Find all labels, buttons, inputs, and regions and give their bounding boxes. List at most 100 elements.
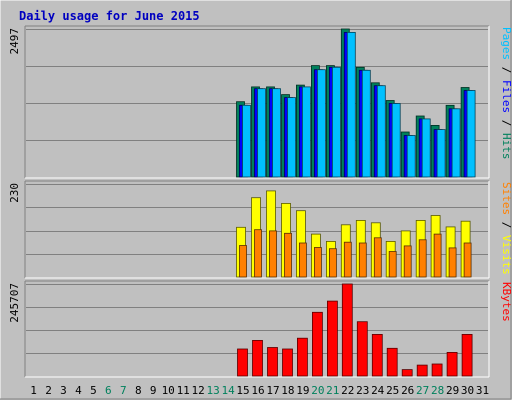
x-tick-label-day-5: 5 [90,384,97,397]
bar-visits-sites-day-19 [298,242,307,278]
bar-hits-pages-day-25 [391,103,401,178]
bar-kbytes-kbytes-day-22 [341,283,353,377]
x-tick-label-day-14: 14 [221,384,235,397]
bar-visits-sites-day-26 [403,245,412,278]
x-tick-label-day-21: 21 [326,384,339,397]
bar-hits-pages-day-19 [301,86,311,178]
panel-hits-legend: Pages / Files / Hits [500,27,512,160]
panel-visits-legend: Sites / Visits [500,182,512,275]
bar-kbytes-kbytes-day-29 [446,351,458,377]
legend-hits-part-0: Pages [500,27,512,60]
x-tick-label-day-22: 22 [341,384,354,397]
bar-hits-pages-day-18 [287,97,296,178]
bar-hits-pages-day-22 [346,32,356,178]
x-tick-label-day-2: 2 [45,384,52,397]
bar-visits-sites-day-24 [373,237,382,278]
x-tick-label-day-15: 15 [236,384,249,397]
x-tick-label-day-30: 30 [461,384,474,397]
x-tick-label-day-24: 24 [371,384,385,397]
bar-kbytes-kbytes-day-15 [237,348,248,377]
bar-kbytes-kbytes-day-16 [252,339,263,377]
x-tick-label-day-16: 16 [251,384,264,397]
bar-hits-pages-day-17 [272,88,281,178]
bar-hits-pages-day-20 [316,69,326,178]
legend-hits-part-1: / [500,60,512,80]
x-tick-label-day-4: 4 [75,384,82,397]
legend-hits-part-2: Files [500,80,512,113]
x-tick-label-day-1: 1 [30,384,37,397]
bar-kbytes-kbytes-day-20 [311,311,323,377]
bar-visits-sites-day-23 [358,242,367,278]
bar-visits-sites-day-20 [313,247,322,278]
bar-hits-pages-day-21 [331,66,341,178]
bar-visits-sites-day-30 [463,242,472,278]
panel-visits: 230 Sites / Visits [8,180,512,279]
x-tick-label-day-31: 31 [476,384,489,397]
bar-kbytes-kbytes-day-21 [326,300,338,377]
chart-panels: 2497 Pages / Files / Hits 230 Sites / Visit… [8,25,512,378]
bar-hits-pages-day-15 [242,104,251,178]
x-tick-label-day-17: 17 [266,384,279,397]
x-tick-label-day-25: 25 [386,384,399,397]
x-axis-tick-labels: 1 2 3 4 5 6 7 8 9 10 11 12 13 14 15 16 17 18 19 20 21 22 23 24 2… [30,384,489,397]
bar-visits-sites-day-28 [433,233,442,278]
legend-visits-part-0: Sites [500,182,512,215]
x-tick-label-day-19: 19 [296,384,309,397]
bar-hits-pages-day-29 [451,108,461,178]
x-tick-label-day-26: 26 [401,384,414,397]
bar-kbytes-kbytes-day-30 [461,333,473,377]
x-tick-label-day-6: 6 [105,384,112,397]
bar-hits-pages-day-23 [361,69,371,178]
x-tick-label-day-28: 28 [431,384,444,397]
bar-visits-sites-day-21 [328,248,337,278]
legend-visits-part-2: Visits [500,235,512,275]
bar-visits-sites-day-27 [418,239,427,278]
x-tick-label-day-23: 23 [356,384,369,397]
bar-hits-pages-day-26 [406,135,416,178]
x-tick-label-day-8: 8 [135,384,142,397]
chart-title: Daily usage for June 2015 [19,9,200,23]
bar-visits-sites-day-29 [448,247,457,278]
panel-kbytes-legend: KBytes [500,282,512,322]
bar-kbytes-kbytes-day-26 [401,369,413,377]
bar-kbytes-kbytes-day-24 [371,333,383,377]
bar-kbytes-kbytes-day-19 [296,337,308,377]
bar-visits-sites-day-25 [388,251,397,278]
bar-kbytes-kbytes-day-18 [282,348,293,377]
bar-hits-pages-day-24 [376,85,386,178]
x-tick-label-day-9: 9 [150,384,157,397]
panel-kbytes-max-label: 245707 [8,283,21,323]
bar-hits-pages-day-16 [257,88,266,178]
x-tick-label-day-29: 29 [446,384,459,397]
legend-hits-part-4: Hits [500,133,512,160]
bar-kbytes-kbytes-day-17 [267,347,278,377]
panel-kbytes: 245707 KBytes [8,280,512,378]
x-tick-label-day-20: 20 [311,384,324,397]
x-tick-label-day-3: 3 [60,384,67,397]
bar-hits-pages-day-30 [466,90,476,178]
bar-visits-sites-day-15 [239,245,247,278]
x-tick-label-day-13: 13 [206,384,219,397]
bar-kbytes-kbytes-day-27 [416,364,428,377]
x-tick-label-day-27: 27 [416,384,429,397]
x-tick-label-day-12: 12 [191,384,204,397]
legend-hits-part-3: / [500,113,512,133]
bar-visits-sites-day-16 [254,229,262,278]
x-tick-label-day-11: 11 [177,384,190,397]
x-tick-label-day-18: 18 [281,384,294,397]
panel-hits-max-label: 2497 [8,28,21,55]
panel-hits: 2497 Pages / Files / Hits [8,25,512,179]
bar-kbytes-kbytes-day-28 [431,363,443,377]
bar-visits-sites-day-18 [284,232,292,278]
bar-hits-pages-day-28 [436,129,446,178]
bar-visits-sites-day-17 [269,230,277,278]
legend-visits-part-1: / [500,215,512,235]
bar-kbytes-kbytes-day-25 [386,347,398,377]
bar-kbytes-kbytes-day-23 [356,321,368,377]
bar-hits-pages-day-27 [421,118,431,178]
bar-visits-sites-day-22 [343,241,352,278]
x-tick-label-day-7: 7 [120,384,127,397]
x-tick-label-day-10: 10 [162,384,175,397]
legend-kbytes-part-0: KBytes [500,282,512,322]
